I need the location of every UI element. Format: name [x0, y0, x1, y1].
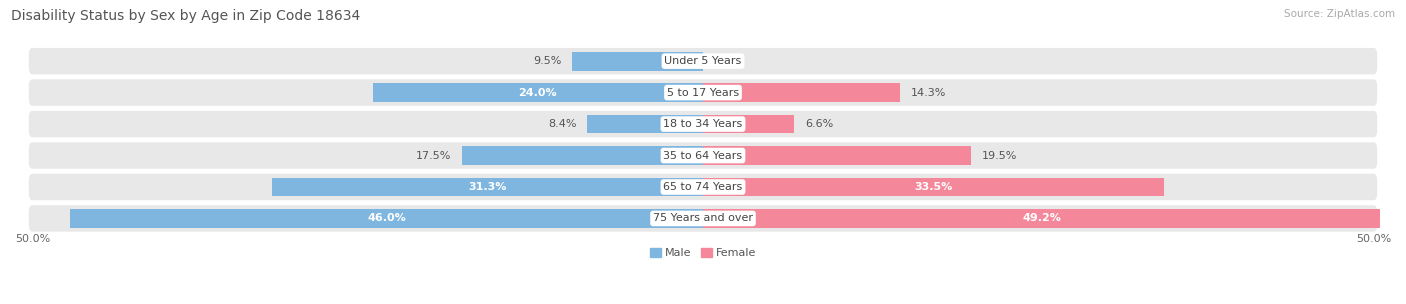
Bar — [572, 52, 703, 71]
Bar — [273, 178, 703, 196]
Legend: Male, Female: Male, Female — [645, 244, 761, 263]
Text: 75 Years and over: 75 Years and over — [652, 213, 754, 223]
FancyBboxPatch shape — [28, 79, 1378, 106]
Bar — [463, 146, 703, 165]
Bar — [703, 178, 1164, 196]
FancyBboxPatch shape — [28, 174, 1378, 200]
FancyBboxPatch shape — [28, 48, 1378, 74]
Bar — [703, 146, 972, 165]
Text: 35 to 64 Years: 35 to 64 Years — [664, 150, 742, 161]
Text: 50.0%: 50.0% — [15, 234, 51, 244]
Bar — [373, 83, 703, 102]
Bar — [70, 209, 703, 228]
Text: 33.5%: 33.5% — [914, 182, 953, 192]
FancyBboxPatch shape — [28, 142, 1378, 169]
Bar — [703, 209, 1381, 228]
Text: 65 to 74 Years: 65 to 74 Years — [664, 182, 742, 192]
Text: 8.4%: 8.4% — [548, 119, 576, 129]
Bar — [703, 115, 794, 133]
Bar — [703, 83, 900, 102]
Text: 49.2%: 49.2% — [1022, 213, 1062, 223]
Text: 6.6%: 6.6% — [804, 119, 834, 129]
Text: 19.5%: 19.5% — [983, 150, 1018, 161]
FancyBboxPatch shape — [28, 111, 1378, 137]
Text: Source: ZipAtlas.com: Source: ZipAtlas.com — [1284, 9, 1395, 19]
Text: 17.5%: 17.5% — [416, 150, 451, 161]
Text: 31.3%: 31.3% — [468, 182, 506, 192]
FancyBboxPatch shape — [28, 205, 1378, 232]
Bar — [588, 115, 703, 133]
Text: 9.5%: 9.5% — [533, 56, 561, 66]
Text: Under 5 Years: Under 5 Years — [665, 56, 741, 66]
Text: Disability Status by Sex by Age in Zip Code 18634: Disability Status by Sex by Age in Zip C… — [11, 9, 360, 23]
Text: 5 to 17 Years: 5 to 17 Years — [666, 88, 740, 98]
Text: 14.3%: 14.3% — [911, 88, 946, 98]
Text: 18 to 34 Years: 18 to 34 Years — [664, 119, 742, 129]
Text: 0.0%: 0.0% — [714, 56, 742, 66]
Text: 46.0%: 46.0% — [367, 213, 406, 223]
Text: 50.0%: 50.0% — [1355, 234, 1391, 244]
Text: 24.0%: 24.0% — [519, 88, 557, 98]
